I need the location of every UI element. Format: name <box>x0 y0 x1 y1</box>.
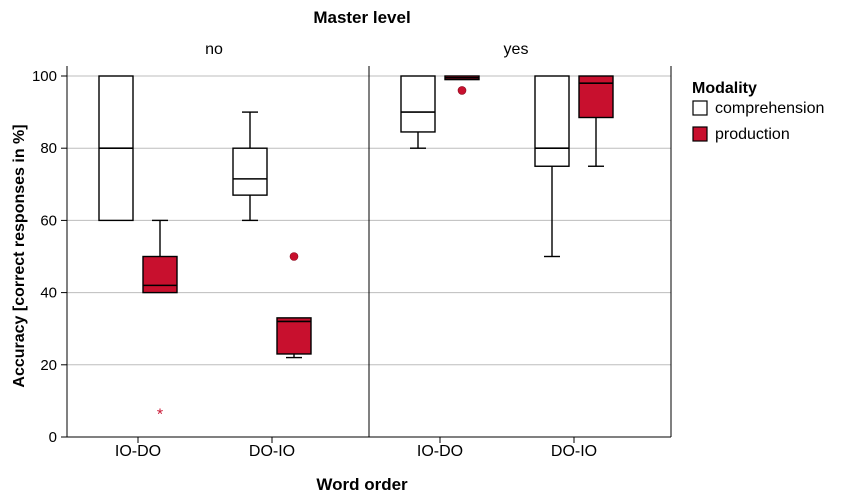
y-axis-label: Accuracy [correct responses in %] <box>11 124 28 387</box>
box-yes-DO-IO-production <box>578 75 614 167</box>
legend: Modality comprehension production <box>692 80 824 143</box>
panel-label-yes: yes <box>504 41 529 58</box>
box-yes-IO-DO-production <box>444 75 480 95</box>
box-iqr <box>578 75 614 119</box>
y-tick-label: 40 <box>40 285 57 302</box>
box-iqr <box>534 75 570 167</box>
box-iqr <box>276 317 312 355</box>
box-yes-DO-IO-comprehension <box>534 75 570 258</box>
box-no-DO-IO-production <box>276 252 312 359</box>
extreme-point: * <box>157 407 163 424</box>
legend-label-production: production <box>715 126 790 143</box>
panel-label-no: no <box>205 41 223 58</box>
x-tick-label: IO-DO <box>115 443 161 460</box>
x-tick-label: DO-IO <box>551 443 597 460</box>
box-yes-IO-DO-comprehension <box>400 75 436 149</box>
y-tick-label: 0 <box>49 429 57 446</box>
y-axis-ticks: 0 20 40 60 80 100 <box>32 68 67 446</box>
legend-label-comprehension: comprehension <box>715 100 824 117</box>
box-iqr <box>232 147 268 196</box>
x-tick-label: IO-DO <box>417 443 463 460</box>
outlier-point <box>289 252 299 261</box>
y-tick-label: 80 <box>40 140 57 157</box>
y-tick-label: 100 <box>32 68 57 85</box>
boxes: * <box>98 75 614 424</box>
x-tick-label: DO-IO <box>249 443 295 460</box>
legend-title: Modality <box>692 80 757 97</box>
legend-swatch-comprehension <box>692 100 708 116</box>
box-no-IO-DO-production: * <box>142 219 178 424</box>
x-axis-label: Word order <box>316 475 408 494</box>
axes-frame <box>66 66 672 438</box>
chart-title: Master level <box>313 8 410 27</box>
box-iqr <box>400 75 436 133</box>
y-tick-label: 20 <box>40 357 57 374</box>
y-tick-label: 60 <box>40 212 57 229</box>
box-iqr <box>142 255 178 294</box>
outlier-point <box>457 86 467 95</box>
box-no-IO-DO-comprehension <box>98 75 134 222</box>
legend-swatch-production <box>692 126 708 142</box>
box-no-DO-IO-comprehension <box>232 111 268 222</box>
x-axis-ticks: IO-DO DO-IO IO-DO DO-IO <box>115 437 597 460</box>
